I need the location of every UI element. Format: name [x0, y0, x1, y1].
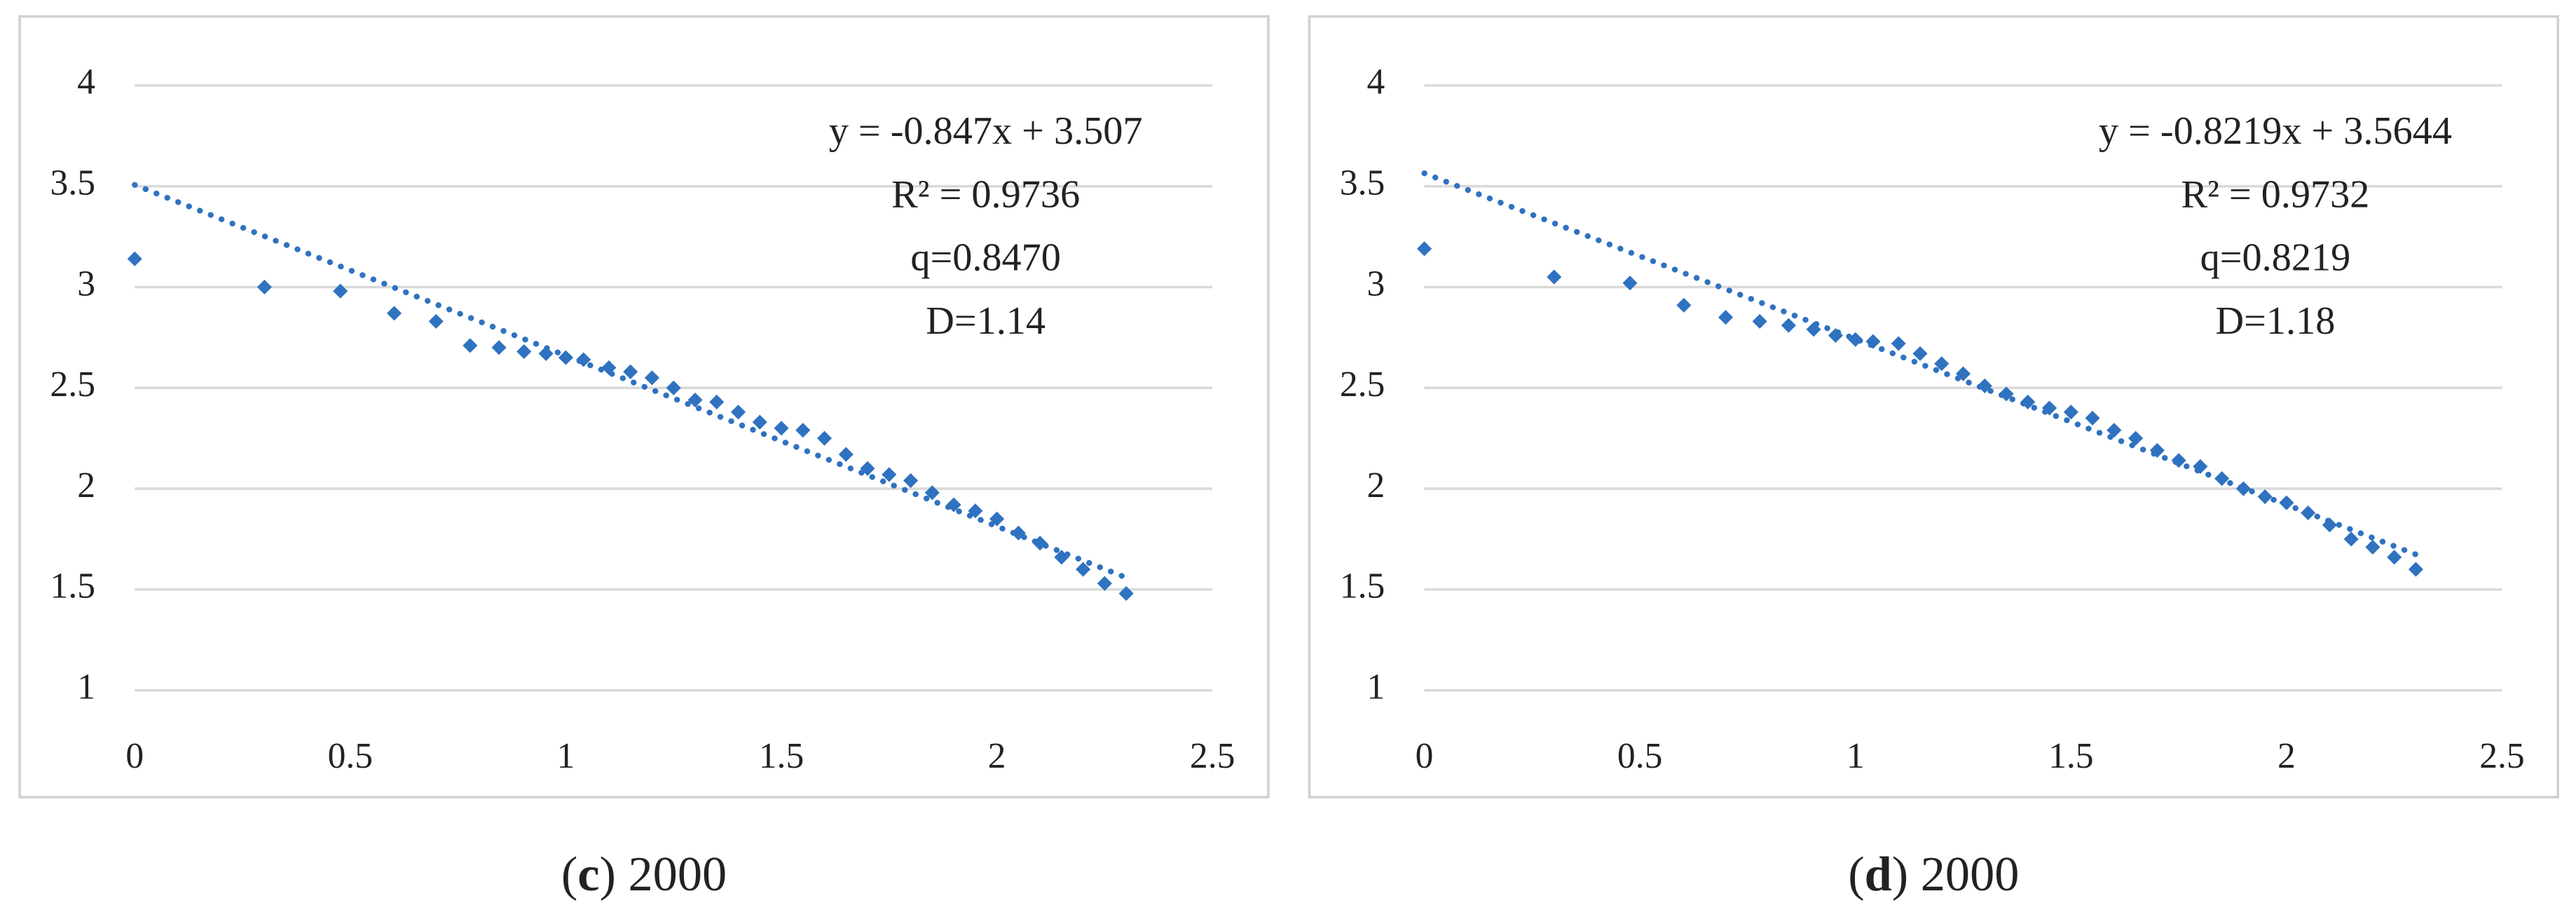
data-point: [2063, 405, 2078, 420]
x-tick-label: 1.5: [759, 736, 804, 776]
data-point: [1547, 269, 1562, 285]
data-point: [256, 279, 272, 295]
y-tick-label: 4: [1367, 62, 1385, 102]
y-tick-label: 3.5: [1340, 163, 1385, 203]
x-tick-label: 0: [1416, 736, 1434, 776]
data-point: [666, 380, 681, 395]
data-point: [1999, 386, 2014, 402]
data-point: [816, 430, 833, 446]
x-tick-label: 1.5: [2048, 736, 2093, 776]
y-tick-label: 2: [77, 466, 95, 505]
annotation: D=1.14: [926, 299, 1046, 343]
data-point: [1752, 313, 1767, 329]
data-point: [2106, 423, 2122, 438]
trendline: [1421, 170, 2419, 557]
data-point: [1781, 318, 1796, 333]
trendline: [132, 182, 1130, 581]
caption-part: ) 2000: [599, 847, 727, 902]
data-point: [387, 306, 402, 321]
data-point: [903, 473, 919, 489]
data-point: [1891, 336, 1906, 351]
data-point: [1417, 241, 1432, 257]
y-tick-label: 2.5: [50, 365, 95, 405]
y-tick-label: 2.5: [1340, 365, 1385, 405]
data-point: [1977, 378, 1992, 393]
x-tick-label: 0.5: [1617, 736, 1662, 776]
data-point: [1828, 327, 1843, 344]
caption: (c) 2000: [561, 847, 727, 902]
x-tick-label: 2: [2277, 736, 2296, 776]
y-tick-label: 2: [1367, 466, 1385, 505]
data-point: [1718, 310, 1734, 325]
data-point: [2408, 562, 2424, 577]
caption-part: ) 2000: [1892, 847, 2020, 902]
y-tick-label: 1: [1367, 667, 1385, 707]
data-point: [127, 251, 142, 266]
x-tick-label: 2.5: [2479, 736, 2524, 776]
y-tick-label: 4: [77, 62, 95, 102]
data-point: [538, 346, 554, 361]
data-point: [1097, 576, 1112, 591]
y-tick-label: 3: [77, 264, 95, 304]
annotation: D=1.18: [2216, 299, 2336, 343]
data-point: [687, 392, 703, 408]
data-point: [2085, 410, 2100, 426]
y-tick-label: 1.5: [50, 566, 95, 606]
data-point: [644, 370, 660, 386]
data-point: [709, 394, 725, 409]
chart-frame: [1308, 15, 2559, 799]
data-point: [1934, 356, 1950, 372]
x-tick-label: 1: [557, 736, 575, 776]
x-tick-label: 2.5: [1190, 736, 1235, 776]
x-tick-label: 0: [125, 736, 144, 776]
data-point: [924, 485, 940, 501]
x-tick-label: 0.5: [328, 736, 373, 776]
data-point: [516, 344, 532, 360]
annotation: R² = 0.9736: [891, 172, 1080, 216]
data-point: [491, 340, 507, 355]
data-point: [730, 405, 746, 420]
caption-part: c: [577, 847, 599, 902]
caption: (d) 2000: [1848, 847, 2019, 902]
data-point: [838, 447, 854, 462]
data-point: [795, 423, 811, 438]
caption-part: (: [1848, 847, 1864, 902]
annotation: q=0.8219: [2200, 236, 2351, 280]
data-point: [1622, 276, 1638, 291]
data-point: [774, 421, 789, 436]
y-tick-label: 1: [77, 667, 95, 707]
data-point: [1912, 346, 1928, 361]
y-tick-label: 1.5: [1340, 566, 1385, 606]
annotation: y = -0.8219x + 3.5644: [2099, 109, 2452, 153]
x-tick-label: 2: [988, 736, 1006, 776]
data-point: [2387, 550, 2402, 565]
data-point: [428, 313, 444, 329]
y-tick-label: 3: [1367, 264, 1385, 304]
chart-frame: [18, 15, 1270, 799]
caption-part: (: [561, 847, 577, 902]
annotation: q=0.8470: [910, 236, 1061, 280]
data-point: [2343, 531, 2359, 547]
annotation: R² = 0.9732: [2181, 172, 2370, 216]
data-point: [1676, 297, 1692, 313]
caption-part: d: [1865, 847, 1892, 902]
x-tick-label: 1: [1847, 736, 1865, 776]
data-point: [333, 283, 348, 299]
data-point: [463, 338, 478, 353]
data-point: [752, 414, 767, 430]
y-tick-label: 3.5: [50, 163, 95, 203]
annotation: y = -0.847x + 3.507: [829, 109, 1143, 153]
data-point: [2365, 539, 2380, 555]
